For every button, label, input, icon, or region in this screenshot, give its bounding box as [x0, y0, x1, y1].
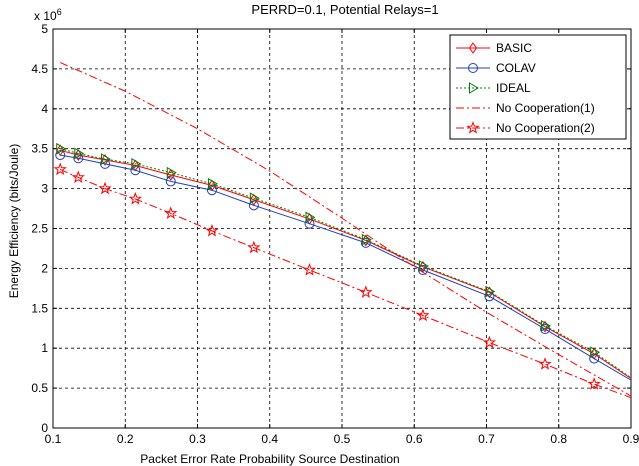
diamond-marker — [74, 149, 83, 161]
triangle-marker — [74, 147, 85, 160]
series-ideal — [56, 142, 632, 379]
legend-item: COLAV — [456, 61, 536, 75]
star-marker — [247, 240, 261, 254]
triangle-marker — [166, 166, 177, 179]
star-marker — [466, 121, 480, 134]
y-tick-label: 0 — [41, 421, 48, 435]
y-tick-label: 1.5 — [31, 301, 48, 315]
legend-label: IDEAL — [496, 81, 531, 95]
x-tick-label: 0.2 — [117, 432, 134, 446]
series-line — [60, 148, 632, 379]
circle-marker — [55, 150, 66, 161]
star-marker — [53, 162, 67, 176]
star-marker — [71, 170, 85, 184]
y-tick-label: 3 — [41, 182, 48, 196]
circle-marker — [165, 176, 176, 187]
y-tick-labels: 0 0.5 1 1.5 2 2.5 3 3.5 4 4.5 5 — [31, 22, 48, 435]
legend: BASIC COLAV IDEAL No Cooperation(1) No Coope… — [449, 34, 627, 140]
circle-marker — [206, 185, 217, 196]
star-marker — [587, 377, 601, 390]
legend-label: BASIC — [496, 41, 532, 55]
legend-item: No Cooperation(2) — [456, 121, 595, 135]
y-tick-label: 4.5 — [31, 62, 48, 76]
circle-marker — [540, 324, 551, 335]
series-basic — [56, 144, 632, 379]
y-multiplier: x 106 — [34, 7, 62, 23]
x-tick-label: 0.7 — [478, 432, 495, 446]
plot-area-frame — [52, 28, 632, 429]
series-no-cooperation-1 — [60, 62, 632, 397]
star-marker — [359, 285, 373, 298]
diamond-marker — [249, 193, 258, 206]
circle-marker — [468, 63, 478, 73]
triangle-marker — [361, 233, 372, 246]
x-tick-labels: 0.1 0.2 0.3 0.4 0.5 0.6 0.7 0.8 0.9 — [45, 432, 639, 446]
star-marker — [482, 335, 496, 349]
series-line — [60, 154, 632, 381]
series-colav — [55, 150, 632, 381]
diamond-marker — [468, 42, 478, 54]
y-tick-label: 5 — [41, 22, 48, 36]
diamond-marker — [485, 286, 494, 299]
series-group — [53, 62, 632, 399]
legend-box — [449, 34, 627, 140]
circle-marker — [589, 353, 600, 364]
circle-marker — [100, 158, 111, 169]
y-tick-label: 2 — [41, 261, 48, 275]
triangle-marker — [131, 157, 142, 170]
circle-marker — [130, 165, 141, 176]
diamond-marker — [166, 169, 175, 181]
diamond-marker — [100, 154, 110, 166]
triangle-marker — [418, 260, 429, 272]
series-line — [60, 62, 632, 397]
x-axis-label: Packet Error Rate Probability Source Des… — [140, 452, 399, 466]
y-tick-label: 2.5 — [31, 222, 48, 236]
star-marker — [98, 181, 112, 195]
x-tick-label: 0.4 — [261, 432, 278, 446]
x-tick-label: 0.8 — [550, 432, 567, 446]
legend-label: No Cooperation(2) — [496, 121, 595, 135]
triangle-marker — [485, 285, 496, 298]
triangle-marker — [541, 319, 552, 332]
triangle-marker — [469, 82, 479, 94]
y-tick-label: 4 — [41, 102, 48, 116]
x-tick-label: 0.6 — [406, 432, 423, 446]
circle-marker — [304, 218, 315, 229]
star-marker — [302, 263, 317, 276]
chart-title: PERRD=0.1, Potential Relays=1 — [251, 2, 438, 17]
circle-marker — [73, 153, 84, 164]
x-tick-label: 0.5 — [334, 432, 351, 446]
series-no-cooperation-2 — [53, 162, 632, 399]
y-axis-label: Energy Efficiency (bits/Joule) — [7, 144, 21, 299]
series-line — [60, 168, 632, 399]
star-marker — [164, 206, 178, 219]
triangle-marker — [249, 192, 260, 205]
axes — [52, 28, 632, 429]
triangle-marker — [590, 346, 601, 359]
triangle-marker — [305, 211, 316, 224]
series-line — [60, 149, 632, 379]
y-tick-label: 1 — [41, 341, 48, 355]
star-marker — [416, 308, 430, 322]
triangle-marker — [207, 177, 218, 190]
legend-label: No Cooperation(1) — [496, 101, 595, 115]
x-tick-label: 0.3 — [189, 432, 206, 446]
y-tick-label: 3.5 — [31, 142, 48, 156]
legend-item: IDEAL — [456, 81, 531, 95]
triangle-marker — [56, 142, 67, 155]
legend-label: COLAV — [496, 61, 536, 75]
y-tick-label: 0.5 — [31, 381, 48, 395]
legend-item: BASIC — [456, 41, 532, 55]
x-tick-label: 0.1 — [45, 432, 62, 446]
circle-marker — [417, 264, 428, 275]
legend-item: No Cooperation(1) — [456, 101, 595, 115]
circle-marker — [360, 237, 371, 248]
x-tick-label: 0.9 — [623, 432, 639, 446]
star-marker — [538, 357, 552, 370]
star-marker — [205, 223, 219, 237]
star-marker — [128, 192, 142, 205]
triangle-marker — [101, 153, 112, 165]
